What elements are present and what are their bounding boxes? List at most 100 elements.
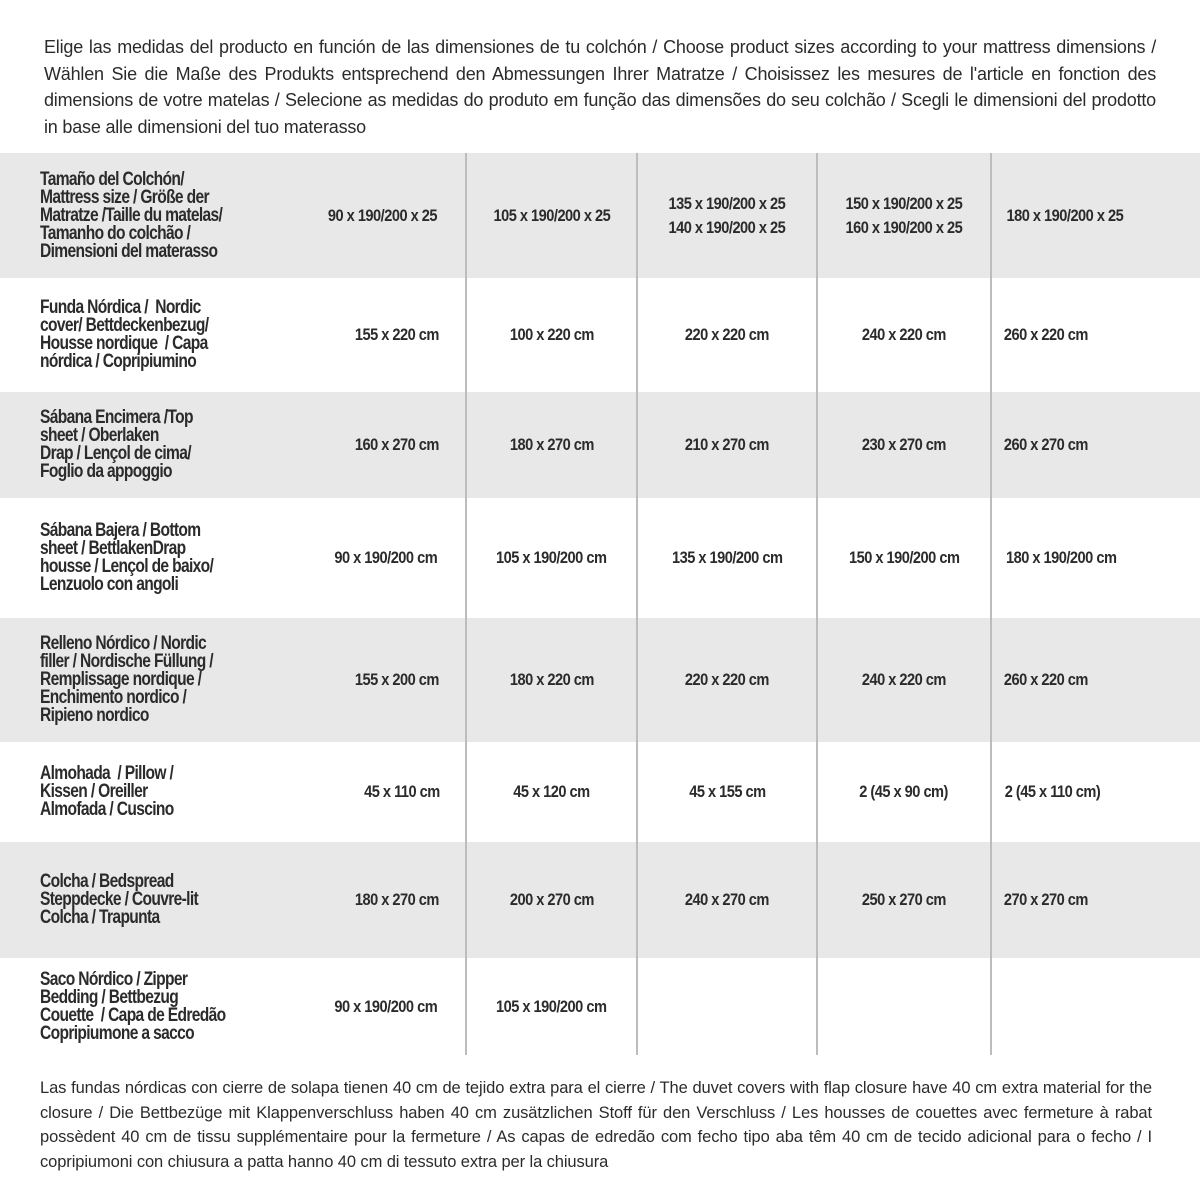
table-row-mattress-size: Tamaño del Colchón/ Mattress size / Größ… xyxy=(0,153,1200,278)
table-cell: 260 x 270 cm xyxy=(991,392,1200,498)
table-cell: 200 x 270 cm xyxy=(466,842,637,958)
table-cell: 155 x 200 cm xyxy=(290,618,466,742)
row-label-text: Sábana Bajera / Bottom sheet / Bettlaken… xyxy=(40,520,214,595)
cell-value: 90 x 190/200 cm xyxy=(334,548,438,567)
cell-value: 135 x 190/200 x 25 140 x 190/200 x 25 xyxy=(668,193,786,237)
row-label-text: Tamaño del Colchón/ Mattress size / Größ… xyxy=(40,168,223,262)
cell-value: 105 x 190/200 cm xyxy=(496,548,607,567)
cell-value: 180 x 270 cm xyxy=(509,435,594,454)
cell-value: 240 x 220 cm xyxy=(861,325,947,344)
cell-value: 150 x 190/200 x 25 160 x 190/200 x 25 xyxy=(845,193,963,237)
column-divider xyxy=(990,153,992,1055)
table-cell: 240 x 270 cm xyxy=(637,842,817,958)
table-cell: 240 x 220 cm xyxy=(817,618,991,742)
cell-value: 220 x 220 cm xyxy=(684,325,770,344)
table-cell: 2 (45 x 90 cm) xyxy=(817,742,991,842)
cell-value: 240 x 270 cm xyxy=(684,890,770,909)
cell-value: 180 x 190/200 x 25 xyxy=(1006,205,1124,225)
table-row-nordic-filler: Relleno Nórdico / Nordic filler / Nordis… xyxy=(0,618,1200,742)
table-cell: 45 x 155 cm xyxy=(637,742,817,842)
table-cell xyxy=(637,958,817,1055)
cell-value: 240 x 220 cm xyxy=(861,670,947,689)
table-cell: 180 x 190/200 x 25 xyxy=(991,153,1200,278)
table-cell: 210 x 270 cm xyxy=(637,392,817,498)
table-cell: 155 x 220 cm xyxy=(290,278,466,392)
table-row-zipper-bedding: Saco Nórdico / Zipper Bedding / Bettbezu… xyxy=(0,958,1200,1055)
cell-value: 210 x 270 cm xyxy=(684,435,770,454)
table-cell: 135 x 190/200 cm xyxy=(637,498,817,618)
table-cell: 45 x 120 cm xyxy=(466,742,637,842)
table-cell: 260 x 220 cm xyxy=(991,618,1200,742)
table-cell: 250 x 270 cm xyxy=(817,842,991,958)
table-cell: 90 x 190/200 cm xyxy=(290,958,466,1055)
table-cell: 90 x 190/200 x 25 xyxy=(290,153,466,278)
column-divider xyxy=(636,153,638,1055)
table-cell: 105 x 190/200 cm xyxy=(466,958,637,1055)
table-cell: 220 x 220 cm xyxy=(637,278,817,392)
cell-value: 230 x 270 cm xyxy=(861,435,947,454)
table-cell: 45 x 110 cm xyxy=(290,742,466,842)
row-label-text: Saco Nórdico / Zipper Bedding / Bettbezu… xyxy=(40,968,226,1044)
row-label-text: Almohada / Pillow / Kissen / Oreiller Al… xyxy=(40,763,174,820)
cell-value: 220 x 220 cm xyxy=(684,670,770,689)
table-cell: 180 x 220 cm xyxy=(466,618,637,742)
table-cell: 100 x 220 cm xyxy=(466,278,637,392)
row-label-text: Relleno Nórdico / Nordic filler / Nordis… xyxy=(40,633,214,726)
footnote-text: Las fundas nórdicas con cierre de solapa… xyxy=(40,1079,1152,1171)
table-cell: 105 x 190/200 x 25 xyxy=(466,153,637,278)
row-label: Tamaño del Colchón/ Mattress size / Größ… xyxy=(0,153,290,278)
cell-value: 270 x 270 cm xyxy=(1003,890,1089,909)
table-row-bottom-sheet: Sábana Bajera / Bottom sheet / Bettlaken… xyxy=(0,498,1200,618)
table-row-bedspread: Colcha / Bedspread Steppdecke / Couvre-l… xyxy=(0,842,1200,958)
cell-value: 260 x 220 cm xyxy=(1003,670,1089,689)
table-cell: 220 x 220 cm xyxy=(637,618,817,742)
table-cell: 90 x 190/200 cm xyxy=(290,498,466,618)
cell-value: 2 (45 x 90 cm) xyxy=(859,782,949,801)
size-table: Tamaño del Colchón/ Mattress size / Größ… xyxy=(0,153,1200,1055)
table-cell: 180 x 270 cm xyxy=(466,392,637,498)
cell-value: 2 (45 x 110 cm) xyxy=(1004,782,1101,801)
row-label-text: Funda Nórdica / Nordic cover/ Bettdecken… xyxy=(40,297,209,372)
cell-value: 150 x 190/200 cm xyxy=(848,548,960,567)
table-cell: 160 x 270 cm xyxy=(290,392,466,498)
row-label: Funda Nórdica / Nordic cover/ Bettdecken… xyxy=(0,278,290,392)
row-label: Relleno Nórdico / Nordic filler / Nordis… xyxy=(0,618,290,742)
cell-value: 180 x 190/200 cm xyxy=(1005,548,1117,567)
row-label-text: Sábana Encimera /Top sheet / Oberlaken D… xyxy=(40,407,193,482)
table-cell: 180 x 190/200 cm xyxy=(991,498,1200,618)
table-cell: 260 x 220 cm xyxy=(991,278,1200,392)
cell-value: 180 x 220 cm xyxy=(509,670,594,689)
cell-value: 45 x 155 cm xyxy=(688,782,766,801)
cell-value: 105 x 190/200 cm xyxy=(496,996,607,1016)
cell-value: 100 x 220 cm xyxy=(509,325,594,344)
table-cell xyxy=(817,958,991,1055)
row-label: Sábana Encimera /Top sheet / Oberlaken D… xyxy=(0,392,290,498)
cell-value: 90 x 190/200 x 25 xyxy=(328,205,438,225)
cell-value: 45 x 110 cm xyxy=(364,782,440,801)
table-cell: 105 x 190/200 cm xyxy=(466,498,637,618)
table-cell xyxy=(991,958,1200,1055)
cell-value: 160 x 270 cm xyxy=(355,435,440,454)
cell-value: 200 x 270 cm xyxy=(509,890,594,909)
cell-value: 155 x 200 cm xyxy=(355,670,440,689)
table-row-top-sheet: Sábana Encimera /Top sheet / Oberlaken D… xyxy=(0,392,1200,498)
table-cell: 270 x 270 cm xyxy=(991,842,1200,958)
row-label: Saco Nórdico / Zipper Bedding / Bettbezu… xyxy=(0,958,290,1055)
cell-value: 135 x 190/200 cm xyxy=(671,548,783,567)
cell-value: 250 x 270 cm xyxy=(861,890,947,909)
cell-value: 45 x 120 cm xyxy=(513,782,590,801)
table-cell: 135 x 190/200 x 25 140 x 190/200 x 25 xyxy=(637,153,817,278)
table-cell: 150 x 190/200 x 25 160 x 190/200 x 25 xyxy=(817,153,991,278)
row-label-text: Colcha / Bedspread Steppdecke / Couvre-l… xyxy=(40,871,199,928)
cell-value: 105 x 190/200 x 25 xyxy=(493,205,610,225)
column-divider xyxy=(816,153,818,1055)
row-label: Sábana Bajera / Bottom sheet / Bettlaken… xyxy=(0,498,290,618)
table-row-nordic-cover: Funda Nórdica / Nordic cover/ Bettdecken… xyxy=(0,278,1200,392)
column-divider xyxy=(465,153,467,1055)
cell-value: 180 x 270 cm xyxy=(355,890,440,909)
table-cell: 230 x 270 cm xyxy=(817,392,991,498)
table-cell: 180 x 270 cm xyxy=(290,842,466,958)
cell-value: 260 x 270 cm xyxy=(1003,435,1089,454)
cell-value: 155 x 220 cm xyxy=(355,325,440,344)
row-label: Almohada / Pillow / Kissen / Oreiller Al… xyxy=(0,742,290,842)
